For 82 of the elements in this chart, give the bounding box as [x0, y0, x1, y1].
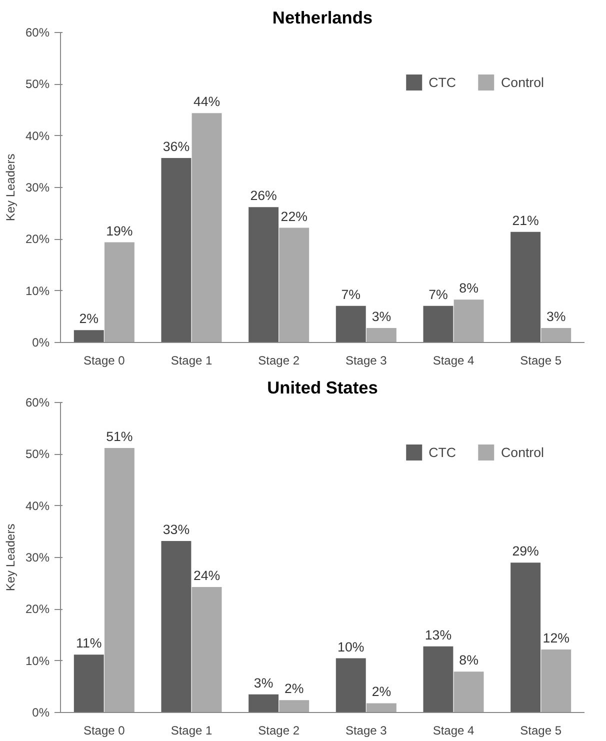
y-tick-label: 30%: [25, 550, 50, 564]
data-label: 12%: [542, 630, 570, 646]
data-label: 2%: [284, 681, 304, 696]
data-label: 44%: [193, 94, 220, 110]
x-tick-label: Stage 5: [520, 354, 562, 368]
bar: [423, 646, 454, 712]
y-tick-label: 50%: [25, 447, 50, 462]
y-tick-label: 40%: [25, 498, 50, 513]
bar: [510, 232, 541, 342]
x-tick-label: Stage 3: [345, 724, 388, 738]
data-label: 3%: [254, 675, 274, 690]
y-tick-label: 50%: [25, 77, 50, 92]
bar: [248, 694, 279, 712]
bar: [248, 207, 279, 342]
data-label: 2%: [79, 311, 99, 326]
y-tick-label: 10%: [25, 284, 50, 298]
y-tick-label: 20%: [25, 602, 50, 616]
y-tick-label: 0%: [32, 706, 50, 720]
data-label: 7%: [428, 286, 448, 302]
legend-label: CTC: [428, 74, 456, 90]
x-tick-label: Stage 5: [520, 724, 562, 738]
chart-title: Netherlands: [272, 8, 373, 28]
bar: [454, 672, 484, 712]
data-label: 33%: [162, 522, 190, 537]
y-tick-label: 30%: [25, 180, 50, 194]
legend-label: CTC: [428, 444, 456, 460]
y-axis-title: Key Leaders: [3, 154, 18, 222]
x-tick-label: Stage 1: [170, 354, 213, 368]
x-tick-label: Stage 2: [258, 354, 300, 368]
x-tick-label: Stage 2: [258, 724, 300, 738]
bar: [454, 300, 484, 342]
bar: [161, 158, 192, 342]
bar: [74, 330, 104, 342]
data-label: 8%: [459, 652, 479, 668]
x-tick-label: Stage 4: [432, 724, 475, 738]
x-tick-label: Stage 0: [83, 354, 126, 368]
legend-label: Control: [501, 74, 544, 90]
y-tick-label: 60%: [25, 26, 50, 40]
y-tick-label: 40%: [25, 128, 50, 143]
bar: [366, 328, 396, 342]
y-tick-label: 0%: [32, 336, 50, 350]
data-label: 3%: [546, 309, 566, 324]
bar: [541, 328, 572, 342]
x-tick-label: Stage 3: [345, 354, 388, 368]
x-tick-label: Stage 1: [170, 724, 213, 738]
data-label: 13%: [424, 627, 452, 642]
legend-label: Control: [501, 444, 544, 460]
bar: [366, 703, 396, 712]
bar: [279, 700, 310, 712]
y-tick-label: 60%: [25, 396, 50, 410]
data-label: 2%: [372, 684, 392, 700]
data-label: 29%: [512, 544, 540, 559]
bar: [336, 306, 366, 342]
bar: [192, 113, 222, 342]
data-label: 22%: [280, 208, 308, 224]
data-label: 26%: [250, 188, 278, 204]
bar: [279, 228, 310, 342]
bar: [104, 448, 134, 712]
y-tick-label: 10%: [25, 654, 50, 668]
data-label: 8%: [459, 280, 479, 296]
data-label: 11%: [76, 636, 102, 651]
bar: [423, 306, 454, 342]
bar: [192, 586, 222, 712]
y-axis-title: Key Leaders: [3, 524, 18, 592]
bar: [74, 654, 104, 712]
data-label: 51%: [106, 428, 133, 444]
data-label: 36%: [162, 139, 190, 154]
bar: [541, 649, 572, 712]
bar: [510, 562, 541, 712]
data-label: 19%: [106, 223, 133, 238]
chart-title: United States: [267, 378, 378, 398]
bar: [161, 540, 192, 712]
x-tick-label: Stage 0: [83, 724, 126, 738]
data-label: 10%: [338, 639, 364, 654]
bar: [336, 658, 366, 712]
x-tick-label: Stage 4: [432, 354, 475, 368]
data-label: 3%: [372, 309, 392, 324]
data-label: 7%: [341, 286, 361, 302]
data-label: 24%: [193, 568, 220, 583]
data-label: 21%: [512, 212, 540, 228]
y-tick-label: 20%: [25, 232, 50, 246]
bar: [104, 242, 134, 342]
